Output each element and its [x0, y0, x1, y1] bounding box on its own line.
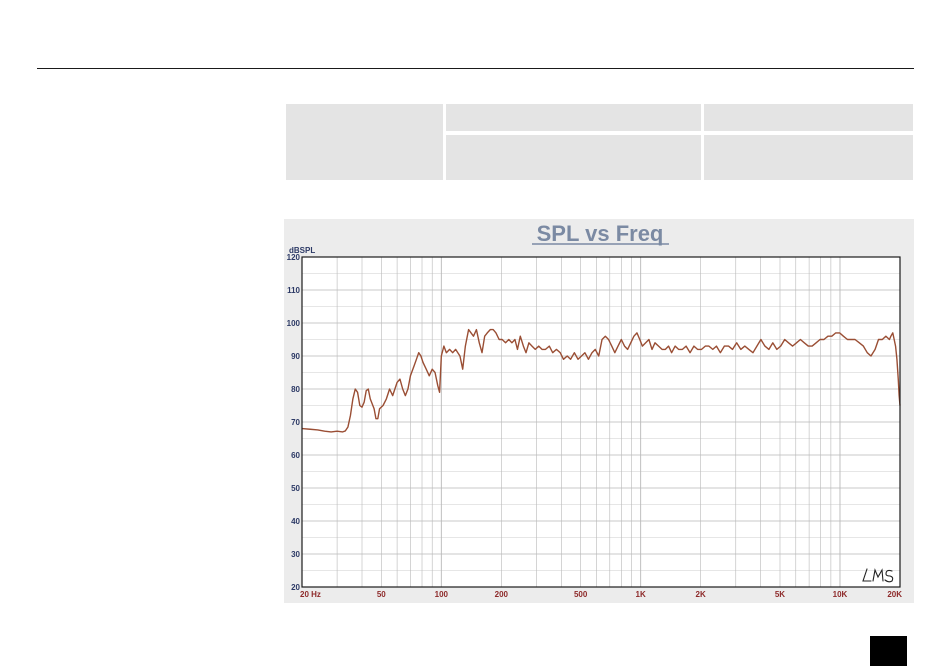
- curve-layer: [301, 328, 901, 433]
- x-tick-label: 100: [435, 590, 449, 599]
- x-tick-label: 10K: [833, 590, 848, 599]
- y-tick-label: 50: [291, 484, 300, 493]
- y-tick-label: 20: [291, 583, 300, 592]
- y-tick-label: 100: [287, 319, 301, 328]
- y-tick-label: 110: [287, 286, 300, 295]
- y-tick-label: 40: [291, 517, 300, 526]
- x-tick-label: 500: [574, 590, 588, 599]
- y-tick-label: 120: [287, 253, 301, 262]
- spec-table-value-cell: [446, 135, 701, 180]
- y-tick-label: 90: [291, 352, 300, 361]
- spl-chart-panel: SPL vs Freq dBSPL 120 110 100 90 80 70 60 50 40 3…: [284, 219, 914, 603]
- spec-table-label-cell: [286, 104, 443, 180]
- spec-table-value-cell: [704, 135, 913, 180]
- top-divider-line: [37, 68, 914, 69]
- spec-table-header-cell: [446, 104, 701, 131]
- x-tick-label: 20K: [887, 590, 902, 599]
- y-axis-unit-label: dBSPL: [289, 246, 315, 255]
- y-tick-label: 80: [291, 385, 300, 394]
- chart-title: SPL vs Freq: [537, 221, 664, 246]
- x-tick-label: 20 Hz: [300, 590, 321, 599]
- x-tick-label: 5K: [775, 590, 785, 599]
- y-tick-label: 60: [291, 451, 300, 460]
- page-corner-marker: [870, 636, 907, 666]
- y-tick-label: 70: [291, 418, 300, 427]
- spl-chart: SPL vs Freq dBSPL 120 110 100 90 80 70 60 50 40 3…: [287, 221, 903, 599]
- spl-response-curve: [301, 328, 901, 433]
- grid-layer: [301, 256, 901, 588]
- y-tick-label: 30: [291, 550, 300, 559]
- plot-frame: [301, 256, 901, 588]
- lms-logo: [862, 568, 894, 583]
- spec-table-header-cell: [704, 104, 913, 131]
- spec-table: [286, 104, 913, 180]
- x-tick-label: 1K: [636, 590, 646, 599]
- x-tick-label: 2K: [696, 590, 706, 599]
- x-tick-label: 200: [495, 590, 509, 599]
- x-tick-label: 50: [377, 590, 386, 599]
